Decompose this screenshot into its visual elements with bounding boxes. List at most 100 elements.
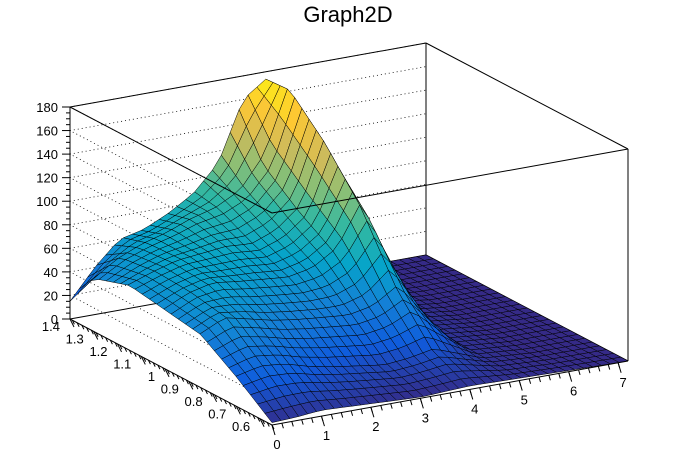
x-minor-tick (498, 383, 502, 390)
x-minor-tick (617, 362, 621, 368)
y-tick-label: 0.7 (208, 406, 226, 421)
x-minor-tick (429, 396, 433, 402)
y-tick (117, 343, 122, 353)
x-minor-tick (597, 366, 601, 372)
y-tick (235, 406, 241, 415)
y-minor-tick (95, 332, 99, 337)
x-minor-tick (558, 373, 561, 379)
z-tick-label: 80 (44, 218, 58, 233)
x-minor-tick (548, 375, 551, 381)
x-minor-tick (340, 412, 344, 418)
y-tick-label: 0.6 (232, 419, 250, 434)
x-minor-tick (459, 391, 462, 397)
y-minor-tick (233, 404, 237, 410)
x-minor-tick (370, 407, 373, 413)
y-minor-tick (209, 392, 213, 397)
x-minor-tick (508, 382, 512, 388)
z-tick-label: 100 (36, 194, 58, 209)
y-tick (69, 318, 75, 328)
surface-cell (264, 410, 282, 423)
y-minor-tick (190, 382, 194, 387)
y-tick-label: 0.9 (161, 381, 179, 396)
x-minor-tick (350, 410, 354, 416)
y-minor-tick (166, 369, 170, 375)
x-minor-tick (469, 389, 472, 395)
x-minor-tick (607, 364, 611, 370)
x-minor-tick (301, 419, 304, 425)
y-tick (259, 418, 265, 427)
y-minor-tick (90, 329, 94, 335)
y-minor-tick (219, 397, 223, 402)
front-top-edge (271, 148, 629, 214)
y-minor-tick (157, 364, 161, 370)
y-minor-tick (195, 384, 199, 390)
y-minor-tick (100, 334, 104, 340)
y-tick (188, 381, 194, 390)
z-tick-label: 40 (44, 265, 58, 280)
y-minor-tick (214, 394, 218, 400)
y-minor-tick (252, 414, 256, 420)
x-axis: 0 1 2 3 4 5 6 7 (271, 360, 629, 452)
x-tick-label: 2 (372, 419, 379, 434)
y-minor-tick (247, 412, 251, 417)
x-minor-tick (320, 415, 324, 422)
y-minor-tick (105, 337, 109, 342)
y-minor-tick (200, 387, 204, 392)
x-minor-tick (479, 387, 482, 393)
x-minor-tick (409, 399, 413, 406)
y-minor-tick (109, 339, 113, 345)
z-axis: 0 20 40 60 80 100 120 140 160 180 (36, 100, 71, 327)
y-minor-tick (171, 372, 175, 377)
z-tick-label: 0 (51, 312, 58, 327)
x-minor-tick (518, 380, 522, 386)
x-minor-tick (330, 414, 334, 420)
y-tick (140, 356, 146, 365)
y-axis: 1.4 1.3 1.2 1.1 1 0.9 0.8 0.7 0.6 (42, 318, 275, 434)
y-minor-tick (266, 422, 270, 427)
x-minor-tick (400, 401, 403, 408)
x-minor-tick (587, 367, 591, 374)
x-minor-tick (538, 376, 541, 383)
y-minor-tick (262, 419, 265, 425)
x-minor-tick (489, 385, 492, 392)
x-tick-label: 0 (273, 437, 280, 452)
x-minor-tick (568, 371, 571, 377)
x-minor-tick (419, 398, 423, 404)
y-tick (93, 331, 99, 340)
x-minor-tick (281, 423, 284, 429)
x-tick-label: 4 (471, 401, 478, 416)
y-minor-tick (71, 320, 75, 325)
y-minor-tick (124, 347, 128, 352)
y-minor-tick (243, 409, 246, 415)
y-minor-tick (205, 389, 208, 395)
y-tick-label: 1.4 (42, 319, 60, 334)
surface-mesh (69, 78, 629, 423)
y-minor-tick (228, 402, 232, 407)
y-tick-label: 1.2 (89, 344, 107, 359)
y-minor-tick (181, 377, 185, 382)
x-minor-tick (390, 403, 393, 409)
y-minor-tick (152, 362, 156, 367)
y-minor-tick (176, 374, 180, 380)
y-tick-label: 1.1 (113, 356, 131, 371)
x-tick-label: 7 (619, 375, 626, 390)
y-minor-tick (128, 349, 132, 355)
z-tick-label: 140 (36, 147, 58, 162)
x-minor-tick (311, 417, 314, 424)
y-minor-tick (238, 407, 242, 412)
y-minor-tick (147, 359, 151, 365)
x-minor-tick (271, 424, 274, 431)
x-minor-tick (291, 421, 294, 427)
z-tick-label: 160 (36, 124, 58, 139)
left-top-edge (69, 106, 273, 214)
y-minor-tick (138, 354, 142, 360)
y-minor-tick (257, 417, 261, 422)
right-top-edge (425, 42, 629, 150)
y-minor-tick (133, 352, 137, 357)
y-minor-tick (143, 357, 147, 362)
x-minor-tick (360, 408, 363, 415)
y-tick-label: 1.3 (66, 331, 84, 346)
y-tick (164, 368, 170, 378)
chart-title: Graph2D (303, 2, 392, 27)
